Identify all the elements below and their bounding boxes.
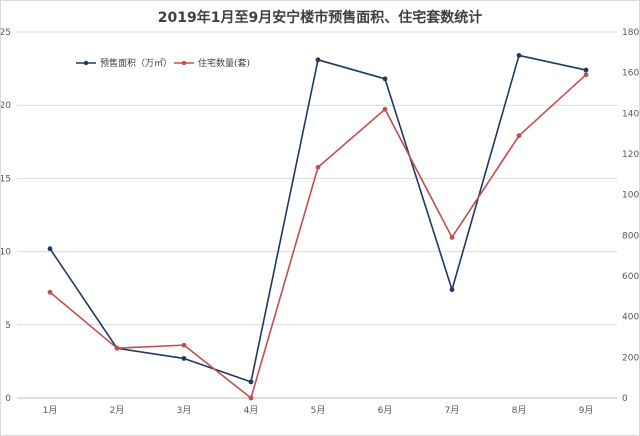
x-tick-label: 5月	[311, 405, 326, 416]
data-point-presale-area	[382, 76, 388, 82]
x-tick-label: 8月	[512, 405, 527, 416]
y-left-tick-label: 20	[1, 101, 11, 111]
legend: 预售面积（万㎡） 住宅数量(套)	[76, 57, 250, 69]
data-point-presale-area	[181, 356, 187, 361]
x-tick-label: 9月	[579, 405, 594, 416]
data-point-presale-area	[583, 67, 589, 73]
legend-marker-area	[83, 60, 89, 66]
data-point-presale-area	[516, 53, 522, 58]
series-layer	[47, 53, 589, 401]
data-point-housing-units	[449, 234, 455, 240]
y-right-tick-label: 1600	[622, 69, 639, 79]
y-right-tick-label: 1200	[622, 150, 639, 160]
data-point-housing-units	[583, 72, 589, 78]
data-point-presale-area	[248, 379, 254, 385]
legend-marker-units	[181, 60, 187, 66]
legend-label-units: 住宅数量(套)	[198, 57, 250, 69]
x-tick-label: 3月	[177, 405, 192, 416]
y-right-tick-label: 1000	[622, 191, 639, 201]
gridlines	[17, 31, 617, 399]
series-line-presale-area	[49, 54, 587, 383]
y-right-tick-label: 800	[622, 231, 639, 241]
legend-label-area: 预售面积（万㎡）	[100, 57, 172, 69]
x-tick-label: 7月	[445, 405, 460, 416]
data-point-presale-area	[449, 287, 455, 293]
y-left-tick-label: 0	[5, 394, 11, 404]
y-right-tick-label: 1400	[622, 109, 639, 119]
data-point-housing-units	[382, 106, 388, 112]
y-right-tick-label: 1800	[622, 28, 639, 38]
data-point-housing-units	[114, 345, 120, 351]
data-point-housing-units	[315, 164, 321, 170]
y-left-tick-label: 25	[1, 28, 11, 38]
y-right-tick-label: 200	[622, 353, 639, 363]
data-point-housing-units	[181, 342, 187, 348]
y-right-tick-label: 400	[622, 313, 639, 323]
data-point-housing-units	[248, 395, 254, 401]
y-right-tick-label: 0	[622, 394, 628, 404]
chart-title: 2019年1月至9月安宁楼市预售面积、住宅套数统计	[157, 10, 483, 26]
data-point-housing-units	[516, 133, 522, 139]
axes: 0 5 10 15 20 25 0 200 400 600 800 1000 1200 1400 1600 1…	[1, 28, 639, 416]
data-point-presale-area	[47, 246, 53, 252]
y-right-tick-label: 600	[622, 272, 639, 282]
y-left-tick-label: 10	[1, 248, 11, 258]
x-tick-label: 6月	[378, 405, 393, 416]
y-left-tick-label: 5	[5, 321, 11, 331]
x-tick-label: 2月	[110, 405, 125, 416]
x-tick-label: 4月	[244, 405, 259, 416]
x-tick-label: 1月	[43, 405, 58, 416]
y-left-tick-label: 15	[1, 174, 11, 184]
data-point-housing-units	[47, 289, 53, 295]
data-point-presale-area	[315, 57, 321, 63]
